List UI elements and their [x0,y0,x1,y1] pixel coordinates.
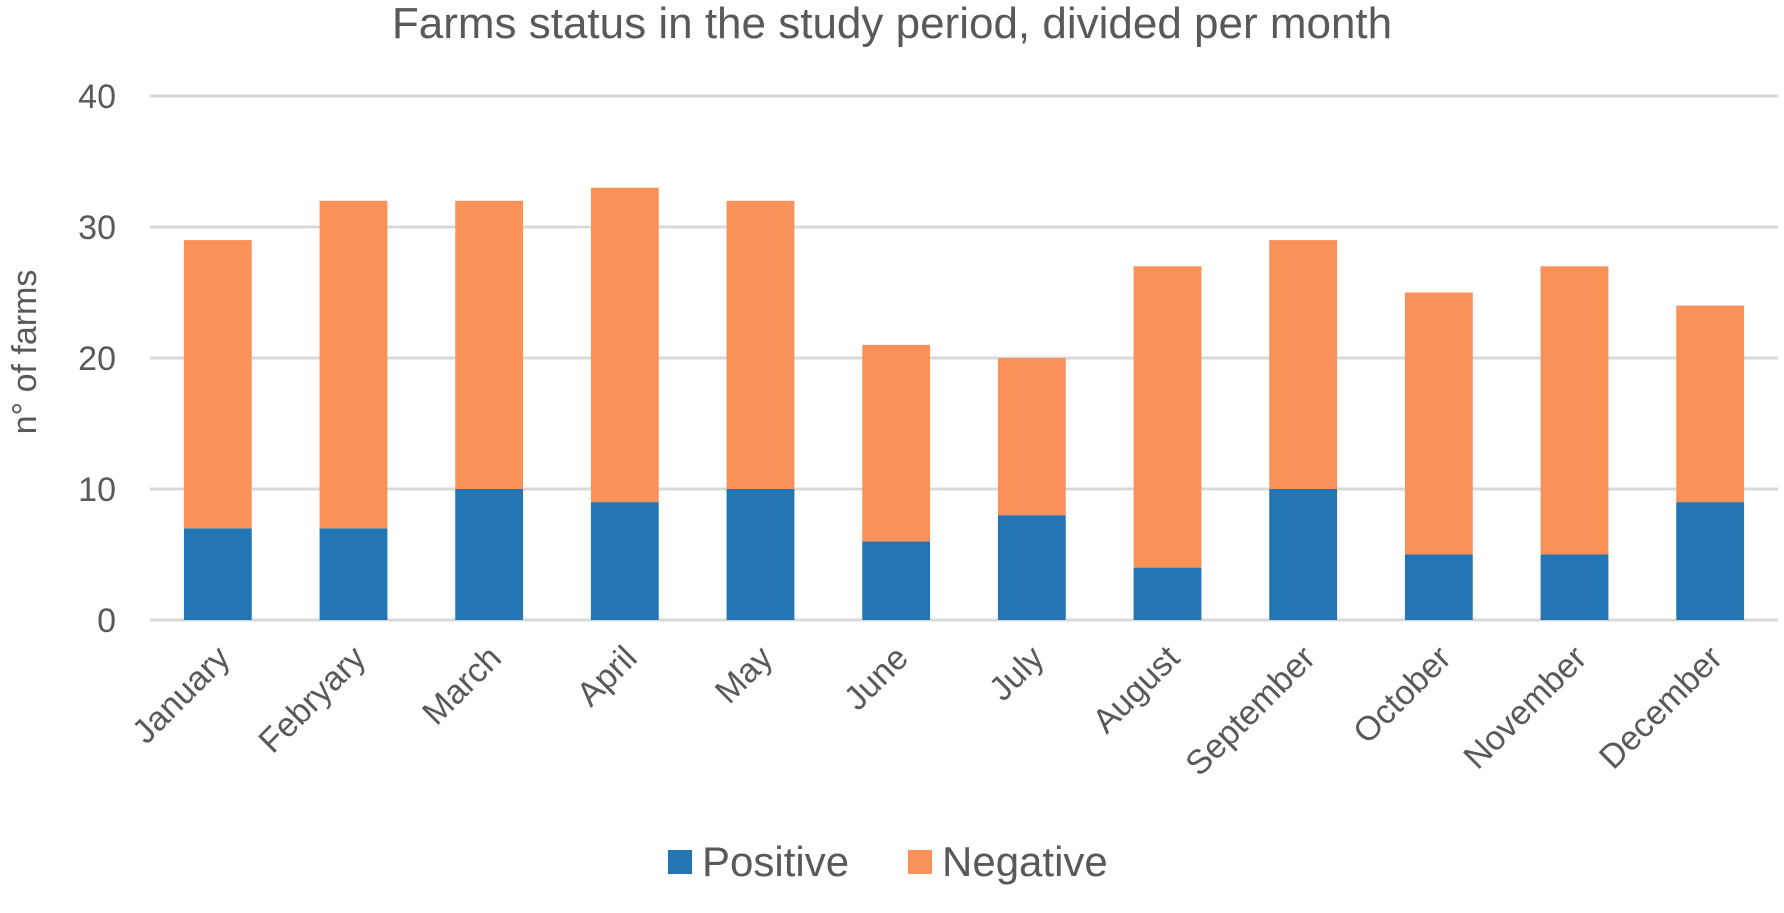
x-tick-label: May [708,639,780,711]
bar-negative-october [1404,292,1473,555]
x-tick-label: July [982,639,1052,709]
y-tick-label: 20 [78,340,116,378]
bar-positive-july [997,515,1066,620]
bar-positive-april [590,502,659,620]
y-tick-label: 0 [97,602,116,640]
y-axis-label: n° of farms [6,270,44,435]
bar-negative-november [1540,266,1609,555]
y-axis-ticks: 0 10 20 30 40 [78,78,116,640]
x-tick-label: April [570,639,645,714]
x-tick-label: June [837,639,916,718]
bar-positive-june [862,541,931,620]
bar-positive-september [1269,489,1338,620]
bar-negative-september [1269,240,1338,489]
gridlines [150,94,1778,622]
bar-positive-august [1133,567,1202,620]
chart-title: Farms status in the study period, divide… [392,0,1392,48]
bar-negative-june [862,344,931,542]
x-tick-label: January [125,639,237,751]
x-tick-label: October [1346,639,1458,751]
bar-negative-march [455,200,524,490]
legend-swatch-negative [908,850,932,874]
y-tick-label: 40 [78,78,116,116]
x-tick-label: November [1456,639,1594,777]
x-tick-label: September [1178,639,1322,783]
bar-negative-febryary [319,200,388,529]
bars [183,187,1745,620]
bar-positive-march [455,489,524,620]
bar-negative-april [590,187,659,503]
bar-negative-december [1676,305,1745,503]
bar-positive-may [726,489,795,620]
bar-positive-december [1676,502,1745,620]
legend: Positive Negative [668,838,1108,885]
x-tick-label: Febryary [251,639,373,761]
bar-negative-may [726,200,795,490]
bar-positive-october [1404,554,1473,620]
x-tick-label: August [1085,638,1187,740]
x-tick-label: December [1592,639,1730,777]
legend-label-positive: Positive [702,838,849,885]
bar-positive-november [1540,554,1609,620]
bar-negative-july [997,358,1066,516]
legend-label-negative: Negative [942,838,1108,885]
bar-positive-febryary [319,528,388,620]
y-tick-label: 10 [78,471,116,509]
bar-negative-january [183,240,252,529]
legend-swatch-positive [668,850,692,874]
bar-negative-august [1133,266,1202,568]
bar-positive-january [183,528,252,620]
x-tick-label: March [415,639,509,733]
y-tick-label: 30 [78,209,116,247]
x-axis-ticks: January Febryary March April May June July Augu… [125,638,1730,783]
